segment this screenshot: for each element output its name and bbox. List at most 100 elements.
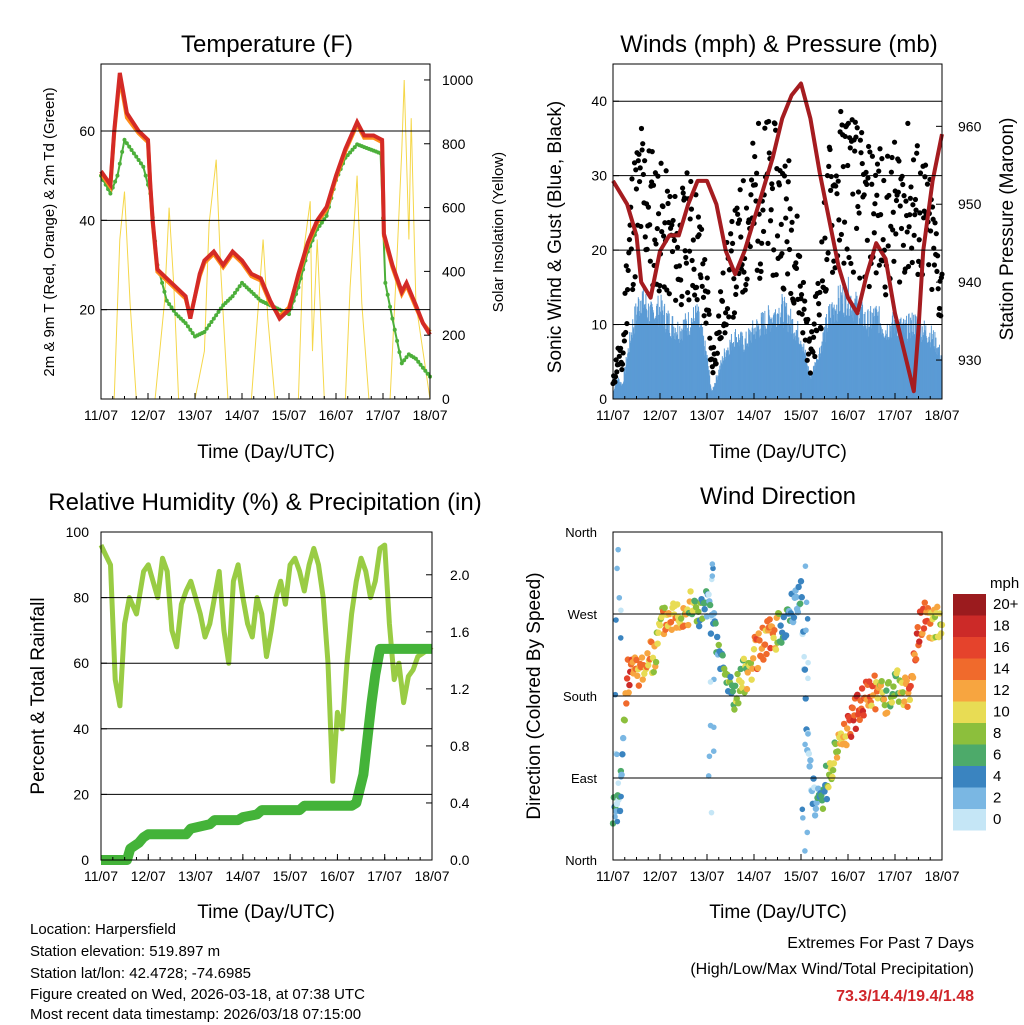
direction-point [705,591,712,598]
direction-point [695,608,702,615]
direction-point [770,634,777,642]
direction-point [840,720,848,728]
direction-point [618,793,624,800]
direction-point [805,750,813,757]
gust-point [852,119,858,125]
direction-point [819,805,827,812]
direction-point [833,754,841,761]
gust-point [776,182,782,188]
direction-point [912,656,920,663]
dewpoint-point [230,294,235,299]
gust-point [662,220,668,226]
gust-point [726,314,732,320]
gust-point [893,231,899,237]
direction-point [934,603,941,611]
gust-point [688,206,695,212]
gust-point [826,163,832,169]
gust-point [760,228,767,235]
humidity-panel: Relative Humidity (%) & Precipitation (i… [28,489,482,923]
humidity-xtick-label: 14/07 [225,868,260,884]
winds-xtick-label: 14/07 [736,407,771,423]
gust-point [882,284,888,290]
gust-point [793,260,799,266]
direction-point [916,638,923,645]
gust-point [748,177,755,183]
wind-direction-ytick-label: South [563,689,597,704]
gust-point [670,217,676,224]
direction-point [612,813,618,820]
gust-point [841,219,848,225]
direction-point [856,716,863,724]
gust-point [876,168,882,174]
gust-point [702,256,708,263]
gust-point [850,191,856,197]
direction-point [744,669,751,676]
gust-point [701,313,707,319]
direction-point [807,757,814,764]
dewpoint-point [136,158,141,163]
winds-ytick-label: 30 [591,168,607,184]
wind-direction-xtick-label: 18/07 [924,868,959,884]
gust-point [847,145,853,151]
gust-point [794,213,800,219]
gust-point [724,306,731,312]
gust-point [931,245,937,251]
gust-point [717,289,724,295]
winds-xtick-label: 11/07 [596,407,630,423]
direction-point [914,623,921,631]
direction-point [740,655,748,663]
direction-point [885,678,892,686]
dewpoint-point [211,316,216,321]
gust-point [879,156,885,162]
gust-point [801,306,807,312]
dewpoint-point [122,137,127,142]
gust-point [844,246,850,252]
gust-point [853,225,860,231]
gust-point [883,292,889,298]
dewpoint-point [235,287,240,292]
gust-point [723,310,729,316]
direction-point [793,593,800,601]
gust-point [914,143,920,149]
gust-point [788,290,794,297]
gust-point [797,253,803,259]
direction-point [719,652,726,659]
direction-point [687,588,694,595]
gust-point [743,205,750,211]
winds-x-label: Time (Day/UTC) [709,442,847,463]
gust-point [733,284,739,290]
direction-point [621,717,628,724]
gust-point [762,125,768,131]
gust-point [922,162,929,168]
winds-y2tick-label: 940 [958,274,982,290]
direction-point [626,681,633,689]
speed-legend-label: 12 [993,682,1010,699]
gust-point [932,220,938,226]
humidity-xtick-label: 15/07 [273,868,308,884]
gust-point [612,379,618,385]
direction-point [899,689,907,696]
direction-point [735,699,742,707]
humidity-xtick-label: 11/07 [84,868,118,884]
gust-point [696,232,702,238]
gust-point [814,328,820,334]
direction-point [823,795,831,803]
gust-point [855,189,862,195]
direction-point [805,731,811,737]
gust-point [720,270,726,276]
direction-point [888,699,896,706]
gust-point [864,237,870,243]
gust-point [655,211,662,217]
direction-point [906,696,914,704]
gust-point [691,266,697,272]
direction-point [706,601,714,609]
direction-point [614,751,620,758]
humidity-ytick-label: 0 [81,852,89,868]
wind-direction-xtick-label: 13/07 [689,868,724,884]
gust-point [716,329,722,335]
dewpoint-point [399,361,404,366]
direction-point [731,706,738,713]
gust-point [922,174,928,180]
gust-point [693,284,700,290]
gust-point [700,261,706,267]
